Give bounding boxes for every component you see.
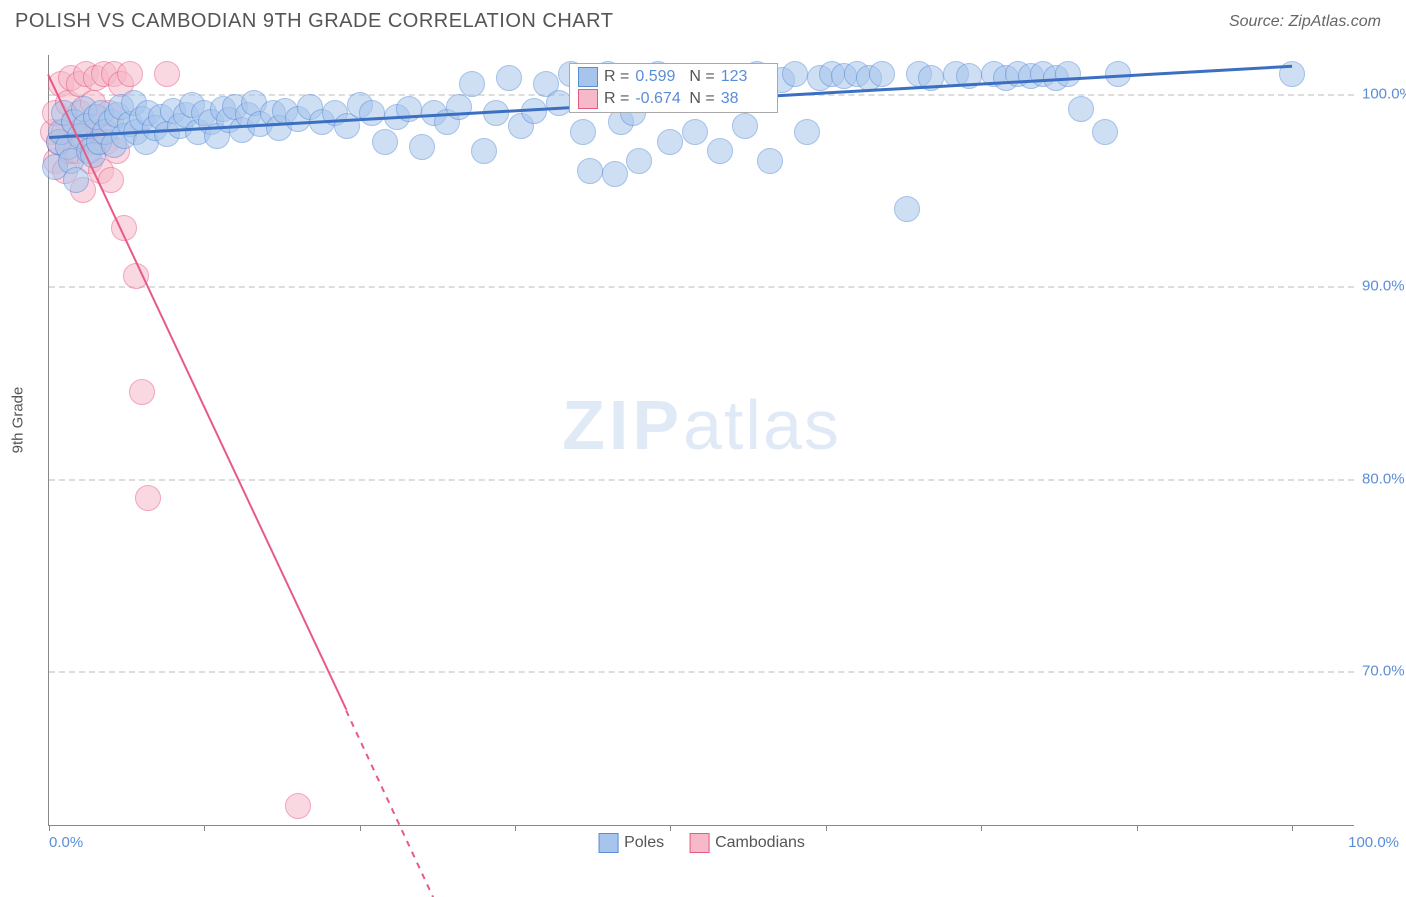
cambodians-point (285, 793, 311, 819)
poles-point (546, 90, 572, 116)
poles-swatch-icon (578, 67, 598, 87)
cambodians-swatch-icon (578, 89, 598, 109)
poles-point (63, 167, 89, 193)
watermark-atlas: atlas (683, 386, 841, 464)
x-label-left: 0.0% (49, 834, 83, 851)
stats-row-poles: R = 0.599 N = 123 (578, 66, 769, 88)
poles-point (577, 158, 603, 184)
poles-point (626, 148, 652, 174)
poles-point (446, 94, 472, 120)
grid-line (49, 671, 1354, 673)
poles-point (359, 100, 385, 126)
stats-row-cambodians: R = -0.674 N = 38 (578, 88, 769, 110)
poles-point (602, 161, 628, 187)
plot-area: ZIPatlas 70.0%80.0%90.0%100.0% R = 0.599… (48, 55, 1354, 826)
poles-point (657, 129, 683, 155)
x-tick (670, 825, 671, 831)
y-axis-title: 9th Grade (10, 387, 27, 454)
watermark-zip: ZIP (562, 386, 683, 464)
grid-line (49, 286, 1354, 288)
y-tick-label: 100.0% (1362, 85, 1406, 102)
poles-point (707, 138, 733, 164)
x-label-right: 100.0% (1348, 834, 1399, 851)
grid-line (49, 479, 1354, 481)
r-label: R = (604, 90, 629, 108)
n-label: N = (689, 90, 714, 108)
poles-point (682, 119, 708, 145)
poles-r-value: 0.599 (635, 68, 683, 86)
trend-line (47, 74, 347, 710)
x-tick (360, 825, 361, 831)
poles-point (794, 119, 820, 145)
x-tick (204, 825, 205, 831)
x-tick (826, 825, 827, 831)
cambodians-point (154, 61, 180, 87)
trend-line (345, 710, 434, 897)
poles-point (732, 113, 758, 139)
poles-swatch-icon (598, 833, 618, 853)
poles-point (471, 138, 497, 164)
x-tick (981, 825, 982, 831)
cambodians-point (129, 379, 155, 405)
cambodians-label: Cambodians (715, 834, 805, 852)
stats-legend: R = 0.599 N = 123 R = -0.674 N = 38 (569, 63, 778, 113)
poles-point (782, 61, 808, 87)
cambodians-swatch-icon (689, 833, 709, 853)
cambodians-n-value: 38 (721, 90, 769, 108)
poles-point (372, 129, 398, 155)
cambodians-point (135, 485, 161, 511)
poles-point (1055, 61, 1081, 87)
poles-point (894, 196, 920, 222)
r-label: R = (604, 68, 629, 86)
series-legend: Poles Cambodians (598, 833, 805, 853)
poles-n-value: 123 (721, 68, 769, 86)
y-tick-label: 80.0% (1362, 470, 1406, 487)
x-tick (49, 825, 50, 831)
y-tick-label: 90.0% (1362, 278, 1406, 295)
poles-point (570, 119, 596, 145)
poles-point (757, 148, 783, 174)
y-tick-label: 70.0% (1362, 663, 1406, 680)
source-label: Source: ZipAtlas.com (1229, 13, 1381, 31)
cambodians-point (117, 61, 143, 87)
watermark: ZIPatlas (562, 385, 841, 465)
n-label: N = (689, 68, 714, 86)
x-tick (515, 825, 516, 831)
poles-point (1068, 96, 1094, 122)
chart-title: POLISH VS CAMBODIAN 9TH GRADE CORRELATIO… (15, 10, 613, 33)
x-tick (1137, 825, 1138, 831)
legend-item-poles: Poles (598, 833, 664, 853)
cambodians-r-value: -0.674 (635, 90, 683, 108)
poles-point (496, 65, 522, 91)
poles-point (1092, 119, 1118, 145)
poles-point (409, 134, 435, 160)
poles-label: Poles (624, 834, 664, 852)
poles-point (459, 71, 485, 97)
poles-point (869, 61, 895, 87)
legend-item-cambodians: Cambodians (689, 833, 805, 853)
x-tick (1292, 825, 1293, 831)
